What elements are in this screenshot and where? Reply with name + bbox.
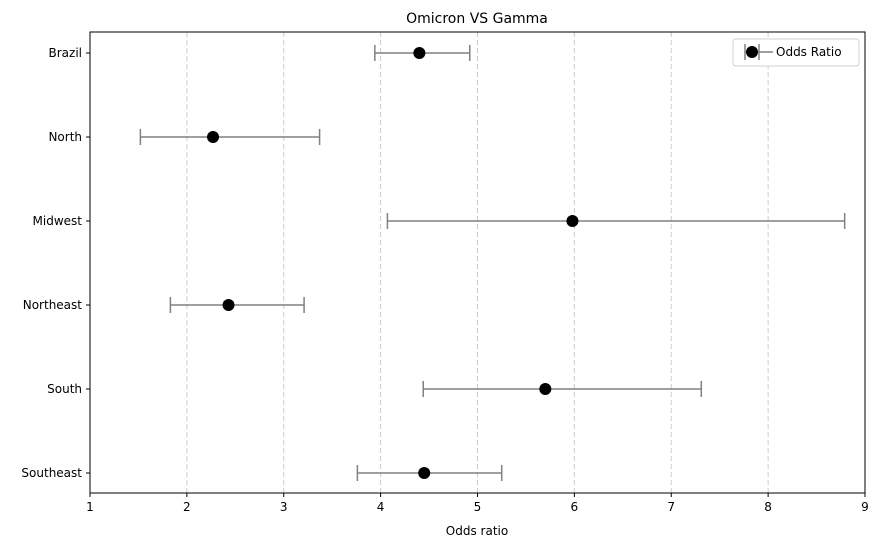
legend-label: Odds Ratio bbox=[776, 45, 842, 59]
legend-box bbox=[732, 38, 860, 67]
x-tick-label-1: 1 bbox=[86, 500, 94, 514]
x-tick-label-8: 8 bbox=[764, 500, 772, 514]
x-tick-label-5: 5 bbox=[474, 500, 482, 514]
y-tick-label-northeast: Northeast bbox=[23, 298, 83, 312]
point-midwest bbox=[566, 215, 579, 227]
x-axis-ticks: 1 2 3 4 5 6 7 8 9 bbox=[86, 493, 869, 514]
x-tick-label-7: 7 bbox=[667, 500, 675, 514]
point-brazil bbox=[413, 47, 426, 59]
y-tick-label-midwest: Midwest bbox=[33, 214, 83, 228]
grid-lines bbox=[186, 32, 769, 493]
x-tick-label-9: 9 bbox=[861, 500, 869, 514]
point-southeast bbox=[418, 467, 431, 479]
chart-title: Omicron VS Gamma bbox=[406, 11, 548, 27]
point-north bbox=[207, 131, 220, 143]
point-northeast bbox=[222, 299, 235, 311]
x-tick-label-2: 2 bbox=[183, 500, 191, 514]
x-tick-label-4: 4 bbox=[377, 500, 385, 514]
error-bars bbox=[139, 45, 846, 481]
x-tick-label-3: 3 bbox=[280, 500, 288, 514]
y-tick-label-south: South bbox=[47, 382, 82, 396]
y-axis-ticks: Brazil North Midwest Northeast South Southeas… bbox=[21, 46, 90, 480]
plot-area-frame bbox=[89, 31, 866, 494]
point-south bbox=[539, 383, 552, 395]
y-tick-label-brazil: Brazil bbox=[49, 46, 83, 60]
x-tick-label-6: 6 bbox=[571, 500, 579, 514]
legend-marker bbox=[746, 46, 758, 58]
x-axis-label: Odds ratio bbox=[446, 524, 508, 538]
odds-ratio-points bbox=[207, 47, 579, 479]
y-tick-label-southeast: Southeast bbox=[21, 466, 82, 480]
legend: Odds Ratio bbox=[732, 38, 860, 67]
y-tick-label-north: North bbox=[48, 130, 82, 144]
